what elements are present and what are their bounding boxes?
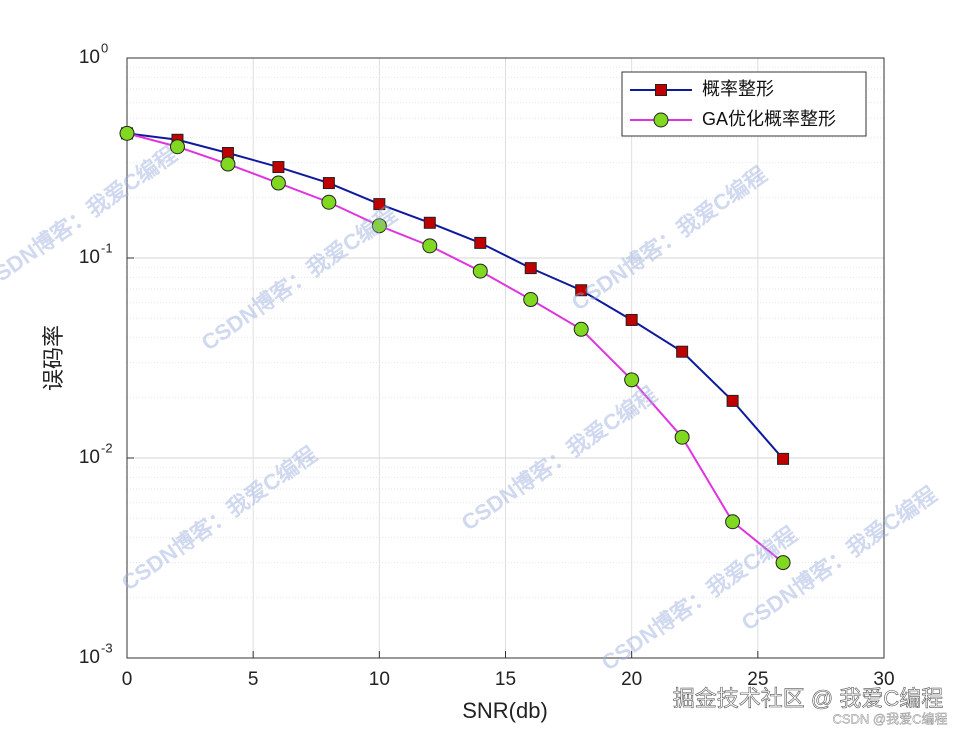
marker [575, 284, 588, 297]
marker [321, 194, 337, 210]
y-axis-label: 误码率 [41, 325, 66, 391]
y-tick-label: 10 [79, 447, 100, 468]
y-tick-exponent: -1 [101, 240, 113, 255]
marker [119, 125, 135, 141]
marker [373, 198, 386, 211]
marker [523, 292, 539, 308]
y-tick-label: 10 [79, 247, 100, 268]
marker [422, 238, 438, 254]
marker [775, 555, 791, 571]
marker [725, 514, 741, 530]
y-tick-label: 10 [79, 647, 100, 668]
marker [371, 218, 387, 234]
x-axis-label: SNR(db) [462, 698, 548, 723]
legend-marker [653, 112, 669, 128]
legend-marker [655, 84, 667, 96]
marker [676, 345, 689, 358]
x-tick-label: 5 [248, 669, 259, 690]
marker [220, 156, 236, 172]
footer-watermark: 掘金技术社区 @ 我爱C编程 [673, 686, 943, 711]
y-tick-exponent: -2 [101, 440, 113, 455]
marker [169, 139, 185, 155]
series-line [126, 132, 784, 564]
y-tick-exponent: -3 [101, 640, 113, 655]
x-tick-label: 15 [495, 669, 516, 690]
legend-label: GA优化概率整形 [702, 109, 836, 129]
footer-small-watermark: CSDN @我爱C编程 [832, 711, 947, 726]
marker [674, 429, 690, 445]
marker [272, 161, 285, 174]
x-tick-label: 10 [369, 669, 390, 690]
marker [423, 216, 436, 229]
x-tick-label: 30 [873, 669, 894, 690]
marker [472, 263, 488, 279]
marker [573, 321, 589, 337]
marker [524, 262, 537, 275]
x-tick-label: 20 [621, 669, 642, 690]
axes-box [126, 57, 885, 659]
marker [474, 236, 487, 249]
x-tick-label: 0 [122, 669, 133, 690]
marker [777, 452, 790, 465]
legend-label: 概率整形 [702, 79, 774, 99]
marker [624, 372, 640, 388]
y-tick-exponent: 0 [101, 40, 108, 55]
y-tick-label: 10 [79, 47, 100, 68]
marker [270, 175, 286, 191]
marker [625, 313, 638, 326]
marker [322, 177, 335, 190]
marker [726, 394, 739, 407]
series-line [126, 132, 784, 460]
x-tick-label: 25 [747, 669, 768, 690]
